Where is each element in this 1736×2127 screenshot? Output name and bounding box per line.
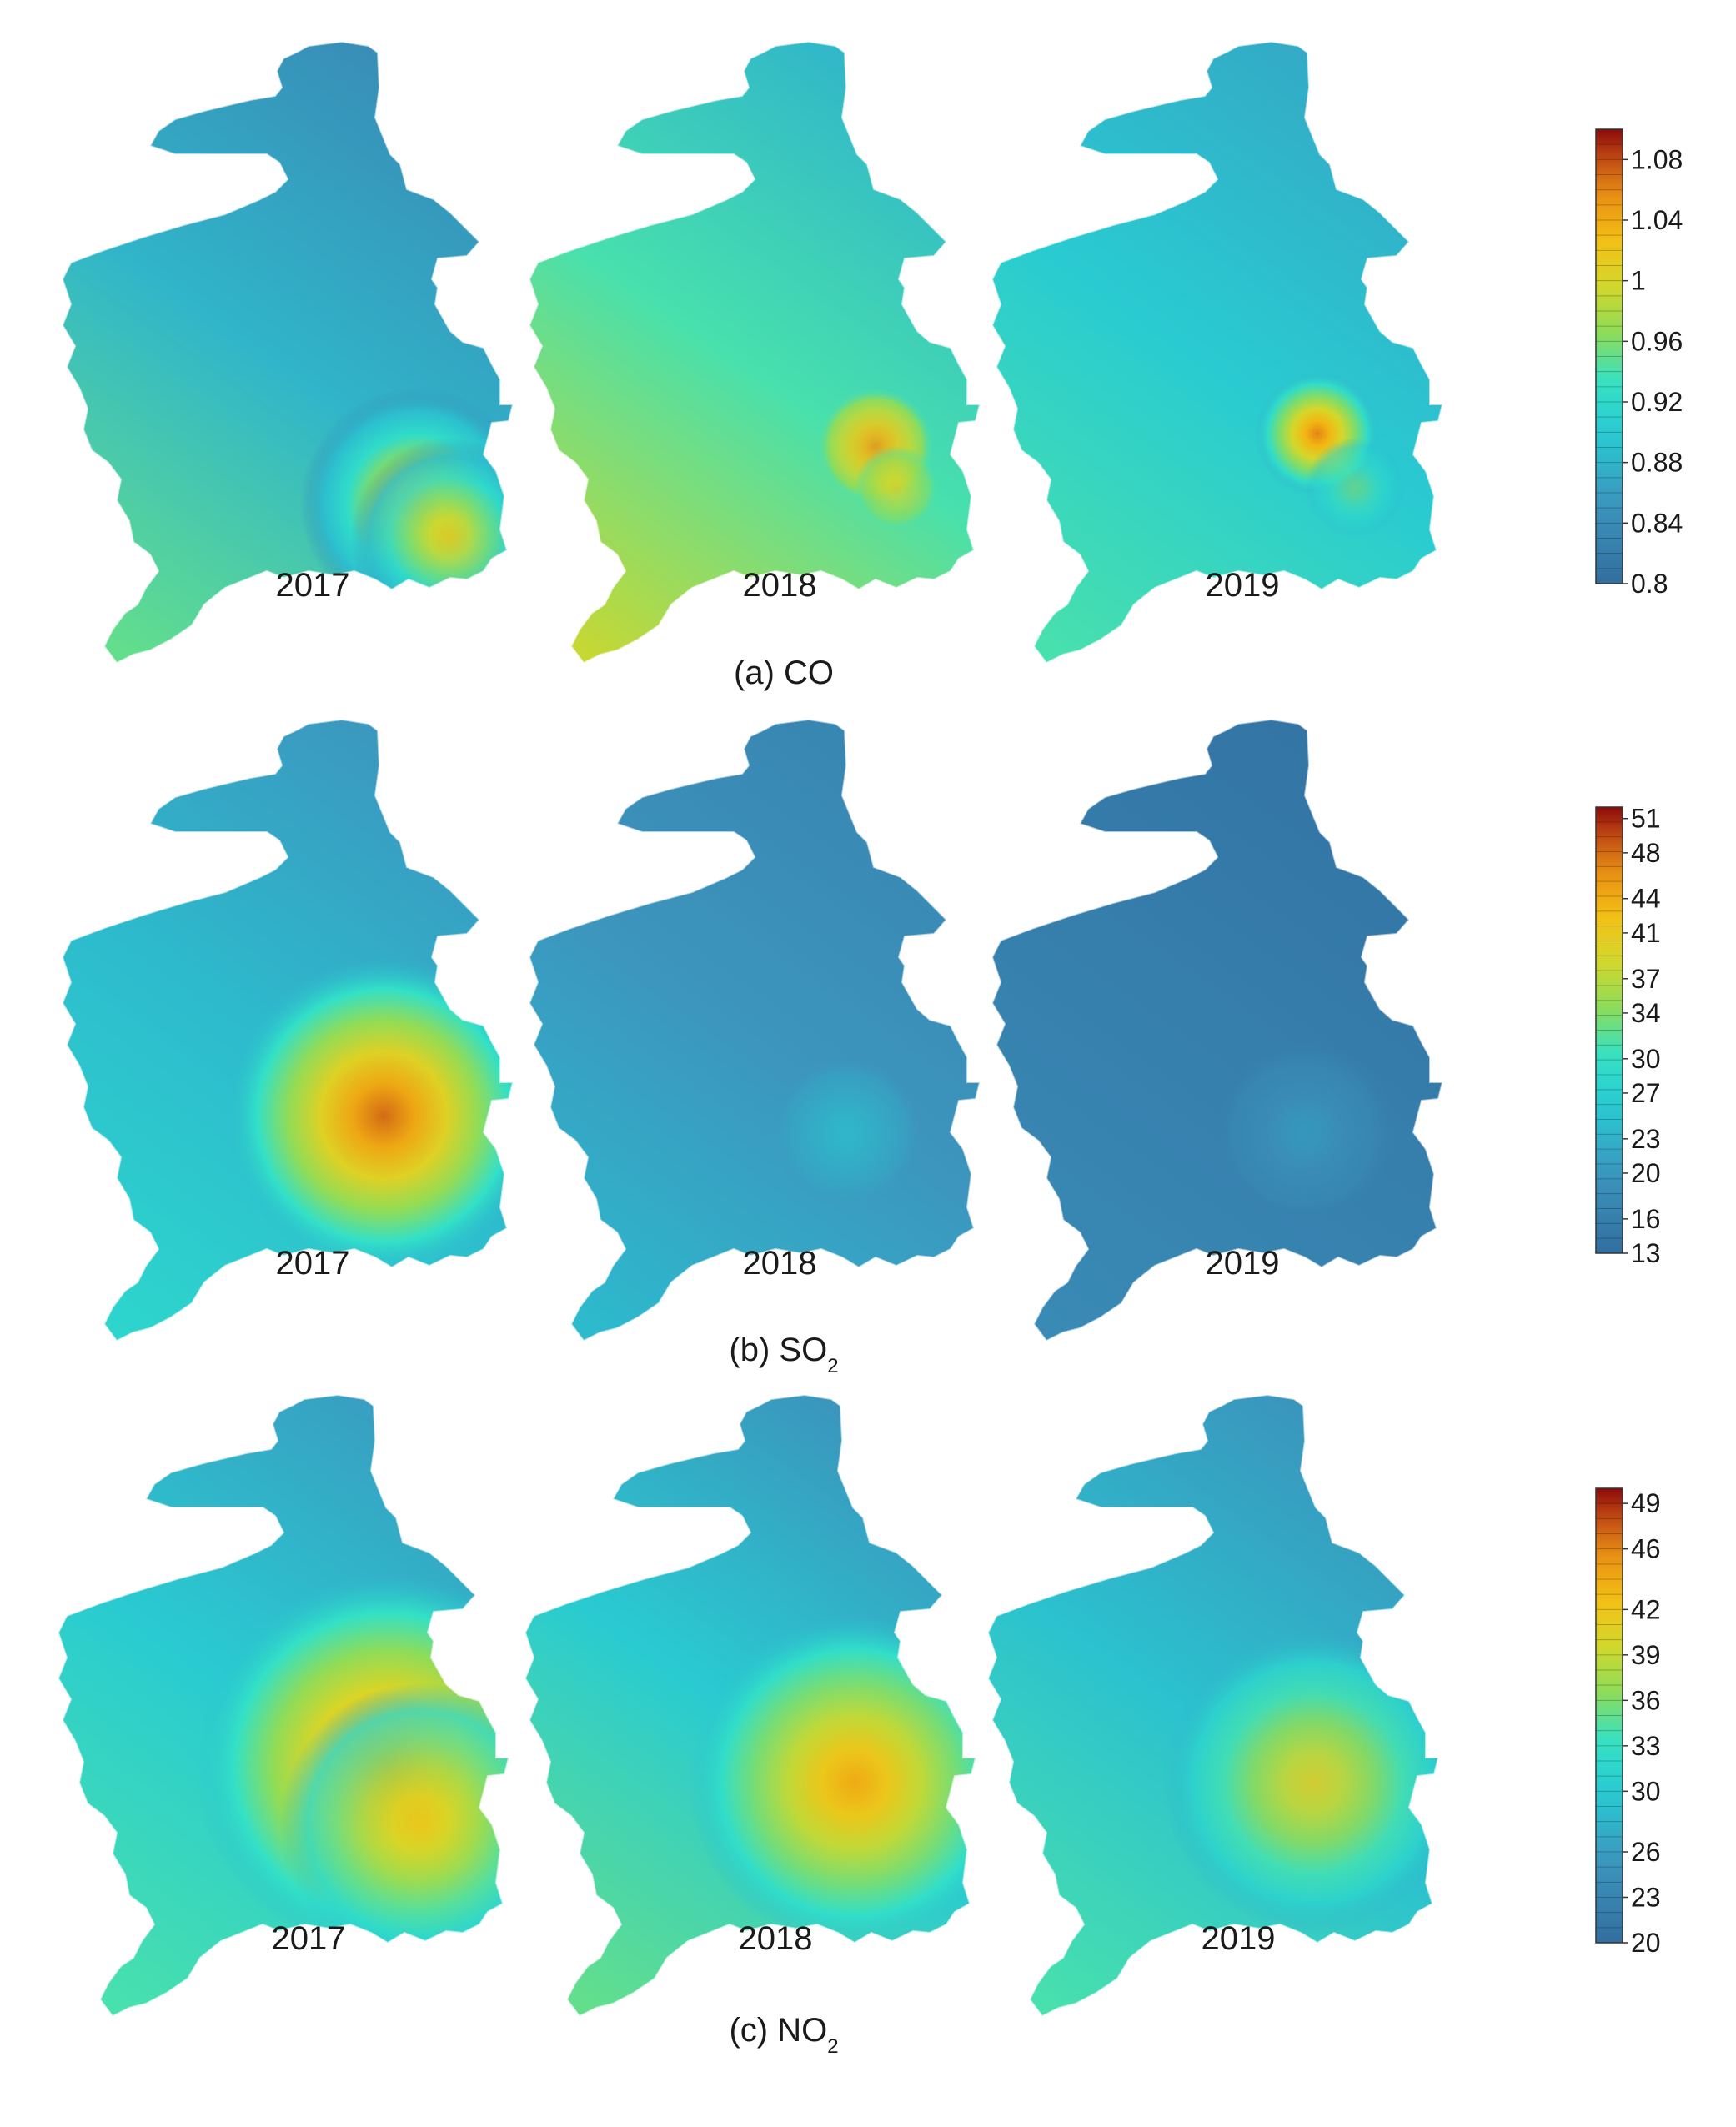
colorbar-tick-label: 13 xyxy=(1631,1238,1661,1268)
colorbar-tick-label: 44 xyxy=(1631,884,1661,914)
colorbar-tick-label: 1 xyxy=(1631,266,1646,296)
colorbar-co: 1.08 1.04 1 0.96 0.92 0.88 0.84 0.8 xyxy=(1595,128,1683,599)
hotspot xyxy=(350,438,513,638)
colorbar-tick-label: 36 xyxy=(1631,1685,1661,1715)
colorbar-tick-label: 0.92 xyxy=(1631,387,1683,417)
colorbars-layer: 1.08 1.04 1 0.96 0.92 0.88 0.84 0.8 51 48 44 41 37 34… xyxy=(1595,128,1683,1958)
year-label-co-2018: 2018 xyxy=(743,567,817,604)
colorbar-tick-label: 1.04 xyxy=(1631,205,1683,235)
year-label-no2-2017: 2017 xyxy=(272,1920,346,1957)
colorbar-tick-label: 30 xyxy=(1631,1776,1661,1806)
colorbar-tick-label: 27 xyxy=(1631,1078,1661,1108)
region-outline xyxy=(986,1393,1440,2018)
hotspot xyxy=(688,1616,976,1949)
colorbar-tick-label: 33 xyxy=(1631,1731,1661,1761)
hotspot xyxy=(1213,1041,1397,1224)
colorbar-tick-label: 26 xyxy=(1631,1837,1661,1867)
panel-caption-co: (a) CO xyxy=(734,655,834,691)
colorbar-tick-label: 1.08 xyxy=(1631,144,1683,174)
colorbar-tick-label: 51 xyxy=(1631,804,1661,834)
region-outline xyxy=(991,40,1444,665)
colorbar-tick-label: 0.96 xyxy=(1631,326,1683,356)
colorbar-tick-label: 16 xyxy=(1631,1204,1661,1234)
map-co-2018 xyxy=(528,40,981,665)
colorbar-tick-label: 23 xyxy=(1631,1883,1661,1913)
year-label-so2-2018: 2018 xyxy=(743,1245,817,1282)
colorbar-tick-label: 0.8 xyxy=(1631,569,1668,599)
colorbar-fill xyxy=(1596,129,1623,584)
region-outline xyxy=(61,718,514,1342)
year-label-co-2017: 2017 xyxy=(276,567,350,604)
colorbar-tick-label: 0.84 xyxy=(1631,508,1683,538)
colorbar-frame xyxy=(1595,1487,1623,1944)
region-outline xyxy=(991,718,1444,1342)
labels-layer: 2017 2018 2019 (a) CO 2017 2018 2019 (b) SO2 201… xyxy=(272,567,1280,2058)
colorbar-so2: 51 48 44 41 37 34 30 27 23 20 16 13 xyxy=(1595,804,1661,1268)
colorbar-tick-label: 49 xyxy=(1631,1488,1661,1518)
colorbar-tick-label: 41 xyxy=(1631,918,1661,948)
region-outline xyxy=(524,1393,977,2018)
year-label-no2-2018: 2018 xyxy=(739,1920,813,1957)
region-outline xyxy=(528,40,981,665)
hotspot xyxy=(225,957,513,1274)
maps-layer xyxy=(57,40,1444,2018)
hotspot xyxy=(771,1057,921,1207)
colorbar-tick-label: 34 xyxy=(1631,998,1661,1028)
colorbar-fill xyxy=(1596,807,1623,1253)
region-outline xyxy=(61,40,514,665)
year-label-so2-2017: 2017 xyxy=(276,1245,350,1282)
colorbar-tick-label: 20 xyxy=(1631,1928,1661,1958)
colorbar-fill xyxy=(1596,1488,1623,1943)
year-label-so2-2019: 2019 xyxy=(1206,1245,1280,1282)
panel-caption-so2: (b) SO2 xyxy=(729,1332,838,1377)
region-outline xyxy=(57,1393,510,2018)
colorbar-tick-label: 30 xyxy=(1631,1044,1661,1074)
hotspot xyxy=(1305,438,1405,538)
colorbar-tick-label: 42 xyxy=(1631,1594,1661,1624)
region-outline xyxy=(528,718,981,1342)
colorbar-tick-label: 48 xyxy=(1631,838,1661,868)
colorbar-tick-label: 46 xyxy=(1631,1534,1661,1564)
colorbar-frame xyxy=(1595,806,1623,1254)
colorbar-tick-label: 20 xyxy=(1631,1158,1661,1188)
panel-caption-no2: (c) NO2 xyxy=(729,2012,838,2058)
colorbar-tick-label: 37 xyxy=(1631,964,1661,994)
colorbar-no2: 49 46 42 39 36 33 30 26 23 20 xyxy=(1595,1487,1661,1958)
colorbar-tick-label: 0.88 xyxy=(1631,448,1683,478)
hotspot xyxy=(279,1683,509,1966)
colorbar-tick-label: 39 xyxy=(1631,1640,1661,1670)
colorbar-tick-label: 23 xyxy=(1631,1124,1661,1154)
colorbar-frame xyxy=(1595,128,1623,584)
year-label-co-2019: 2019 xyxy=(1206,567,1280,604)
hotspot xyxy=(855,446,938,529)
hotspot xyxy=(1163,1633,1438,1933)
year-label-no2-2019: 2019 xyxy=(1202,1920,1276,1957)
